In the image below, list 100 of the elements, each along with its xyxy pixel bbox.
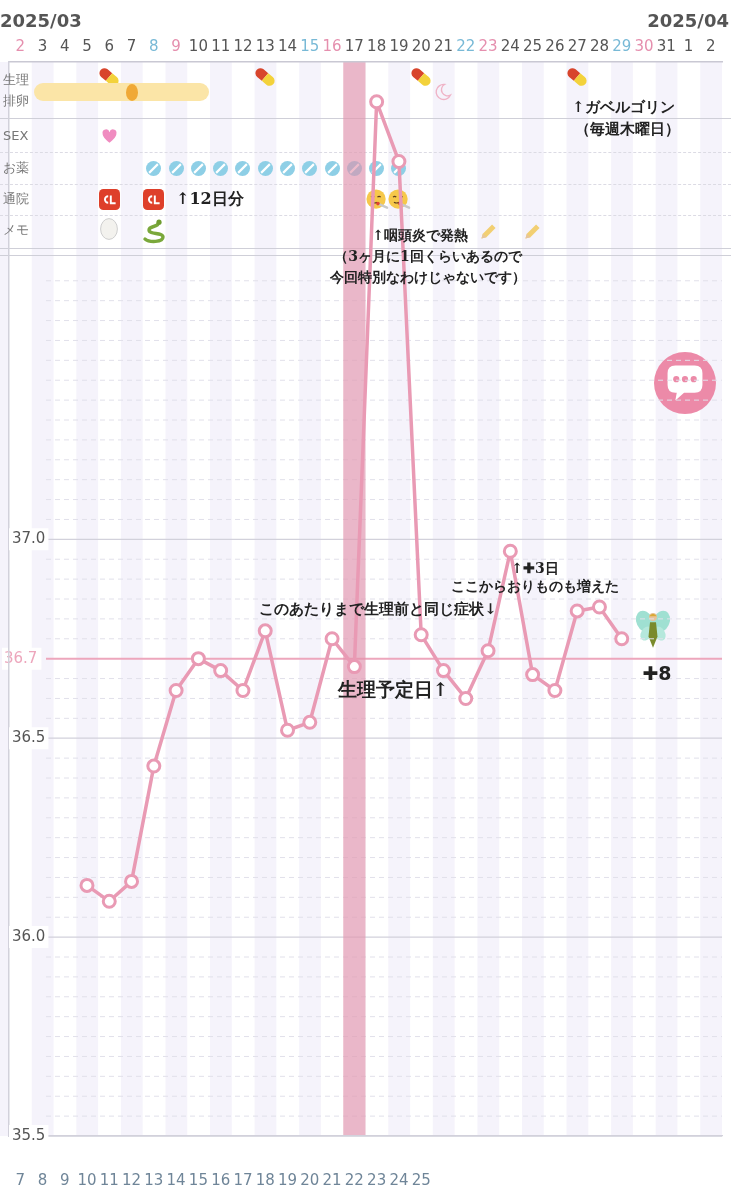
x2-tick-label: 20 — [300, 1170, 320, 1189]
x2-tick-label: 9 — [59, 1170, 70, 1189]
x-tick-label: 17 — [344, 36, 364, 55]
x-tick-label: 3 — [37, 36, 48, 55]
point — [369, 94, 385, 110]
point — [435, 663, 451, 679]
x-tick-label: 30 — [634, 36, 654, 55]
x-tick-label: 24 — [500, 36, 520, 55]
x-tick-label: 2 — [706, 36, 716, 55]
text: 2025/04 — [647, 8, 729, 32]
x-tick-label: 4 — [59, 36, 70, 55]
point — [101, 893, 117, 909]
annotation: ここからおりものも増えた — [451, 577, 619, 595]
x-tick-label: 6 — [104, 36, 115, 55]
x-tick-label: 9 — [171, 36, 181, 55]
x2-tick-label: 17 — [233, 1170, 253, 1189]
x-tick-label: 31 — [656, 36, 676, 55]
annotation: ✚8 — [642, 661, 672, 685]
point — [391, 153, 407, 169]
x-tick-label: 10 — [188, 36, 208, 55]
x-tick-label: 16 — [322, 36, 342, 55]
x-tick-label: 27 — [567, 36, 587, 55]
x2-tick-label: 13 — [144, 1170, 164, 1189]
x2-tick-label: 21 — [322, 1170, 342, 1189]
x-tick-label: 26 — [545, 36, 565, 55]
x2-tick-label: 23 — [367, 1170, 387, 1189]
point — [547, 682, 563, 698]
x2-tick-label: 22 — [344, 1170, 364, 1189]
x2-tick-label: 24 — [389, 1170, 409, 1189]
point — [591, 599, 607, 615]
point — [257, 623, 273, 639]
y-tick-label: 35.5 — [12, 1125, 46, 1144]
point — [458, 690, 474, 706]
point — [324, 631, 340, 647]
x-tick-label: 22 — [456, 36, 476, 55]
x-tick-label: 14 — [277, 36, 298, 55]
point — [168, 682, 184, 698]
y-tick-label: 36.5 — [12, 728, 46, 747]
y-tick-label: 36.0 — [12, 927, 46, 945]
x-tick-label: 29 — [612, 36, 632, 55]
point — [525, 667, 541, 683]
point — [213, 663, 229, 679]
annotation: 通院 — [3, 191, 29, 207]
x-tick-label: 28 — [589, 36, 609, 55]
x2-tick-label: 7 — [15, 1170, 25, 1189]
x2-tick-label: 12 — [122, 1170, 142, 1189]
annotation: 排卵 — [3, 93, 29, 109]
point — [190, 651, 206, 667]
x2-tick-label: 15 — [188, 1170, 208, 1189]
x2-tick-label: 10 — [77, 1170, 97, 1189]
annotation: このあたりまで生理前と同じ症状↓ — [259, 599, 497, 619]
x2-tick-label: 11 — [99, 1170, 119, 1189]
point — [235, 682, 251, 698]
x-tick-label: 8 — [149, 36, 159, 55]
point — [302, 714, 318, 730]
point — [569, 603, 585, 619]
annotation: ↑12日分 — [176, 189, 244, 209]
x-tick-label: 18 — [367, 36, 387, 55]
point — [124, 873, 140, 889]
x-tick-label: 19 — [389, 36, 409, 55]
x2-tick-label: 19 — [277, 1170, 298, 1189]
annotation: （3ヶ月に1回くらいあるので — [334, 247, 522, 265]
y-tick-label: 37.0 — [12, 529, 46, 548]
x-tick-label: 15 — [300, 36, 320, 55]
x2-tick-label: 16 — [211, 1170, 231, 1189]
point — [146, 758, 162, 774]
x2-tick-label: 25 — [411, 1170, 431, 1189]
x2-tick-label: 8 — [37, 1170, 48, 1189]
annotation: SEX — [3, 128, 29, 144]
x-tick-label: 21 — [433, 36, 454, 55]
x-tick-label: 12 — [233, 36, 253, 55]
annotation: ↑✚3日 — [511, 559, 559, 577]
point — [413, 627, 429, 643]
point — [502, 543, 518, 559]
annotation: お薬 — [3, 160, 29, 176]
x2-tick-label: 14 — [166, 1170, 186, 1189]
ref-line-label: 36.7 — [4, 648, 38, 667]
annotation: メモ — [3, 222, 29, 238]
point — [614, 631, 630, 647]
x-tick-label: 2 — [15, 36, 25, 55]
x-tick-label: 11 — [211, 36, 231, 55]
annotation: 今回特別なわけじゃないです） — [330, 268, 526, 286]
point — [280, 722, 296, 738]
annotation: ↑咽頭炎で発熱 — [372, 226, 468, 244]
x-tick-label: 7 — [126, 36, 137, 55]
annotation: 生理 — [3, 72, 29, 88]
x-tick-label: 25 — [523, 36, 543, 55]
x-tick-label: 13 — [255, 36, 275, 55]
x-tick-label: 20 — [411, 36, 431, 55]
annotation: ↑ガベルゴリン — [572, 97, 675, 117]
x-tick-label: 5 — [82, 36, 92, 55]
annotation: （毎週木曜日） — [575, 119, 680, 139]
point — [480, 643, 496, 659]
annotation: 生理予定日↑ — [337, 677, 449, 701]
x-tick-label: 23 — [478, 36, 498, 55]
point — [346, 659, 362, 675]
point — [79, 877, 95, 893]
x2-tick-label: 18 — [255, 1170, 275, 1189]
text: 2025/03 — [0, 8, 82, 32]
x-tick-label: 1 — [683, 36, 694, 55]
